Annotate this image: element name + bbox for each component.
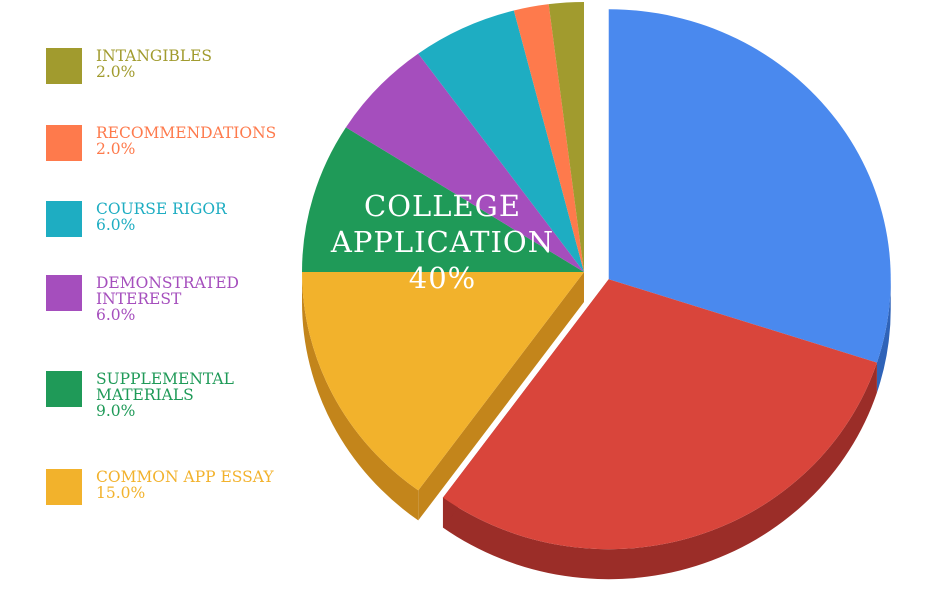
legend-swatch-recommendations bbox=[46, 125, 82, 161]
pie-slice-recommendations bbox=[513, 4, 584, 273]
legend-label-common-app-essay: COMMON APP ESSAY bbox=[96, 468, 274, 486]
legend-value-common-app-essay: 15.0% bbox=[96, 484, 146, 502]
center-label: COLLEGE APPLICATION 40% bbox=[300, 188, 585, 296]
legend-value-course-rigor: 6.0% bbox=[96, 216, 136, 234]
legend-label-intangibles: INTANGIBLES bbox=[96, 47, 213, 65]
pie-rim-blue-slice-unlabeled bbox=[876, 279, 891, 393]
pie-rim-common-app-essay bbox=[302, 272, 419, 521]
legend-value-recommendations: 2.0% bbox=[96, 140, 136, 158]
legend-label-course-rigor: COURSE RIGOR bbox=[96, 200, 227, 218]
legend-swatch-intangibles bbox=[46, 48, 82, 84]
pie-slice-common-app-essay bbox=[302, 272, 584, 491]
pie-wall-common-app-essay bbox=[418, 272, 584, 521]
legend-swatch-supplemental-materials bbox=[46, 371, 82, 407]
legend-label-supplemental-materials: SUPPLEMENTAL MATERIALS bbox=[96, 370, 234, 404]
center-label-value: 40% bbox=[408, 261, 477, 295]
legend-label-demonstrated-interest: DEMONSTRATED INTEREST bbox=[96, 274, 239, 308]
pie-rim-red-slice-unlabeled bbox=[442, 362, 877, 580]
pie-slice-intangibles bbox=[548, 2, 584, 272]
center-label-line2: APPLICATION bbox=[330, 225, 555, 259]
pie-slice-demonstrated-interest bbox=[345, 53, 584, 272]
pie-slice-blue-slice-unlabeled bbox=[608, 9, 891, 363]
center-label-line1: COLLEGE bbox=[364, 189, 521, 223]
legend-swatch-common-app-essay bbox=[46, 469, 82, 505]
legend-swatch-course-rigor bbox=[46, 201, 82, 237]
pie-slice-course-rigor bbox=[418, 10, 584, 273]
legend-value-intangibles: 2.0% bbox=[96, 63, 136, 81]
legend-value-demonstrated-interest: 6.0% bbox=[96, 306, 136, 324]
pie-slice-supplemental-materials bbox=[302, 127, 584, 272]
pie-slice-red-slice-unlabeled bbox=[442, 279, 877, 550]
pie-tops bbox=[302, 2, 891, 550]
legend-label-recommendations: RECOMMENDATIONS bbox=[96, 124, 277, 142]
legend-value-supplemental-materials: 9.0% bbox=[96, 402, 136, 420]
legend-swatch-demonstrated-interest bbox=[46, 275, 82, 311]
